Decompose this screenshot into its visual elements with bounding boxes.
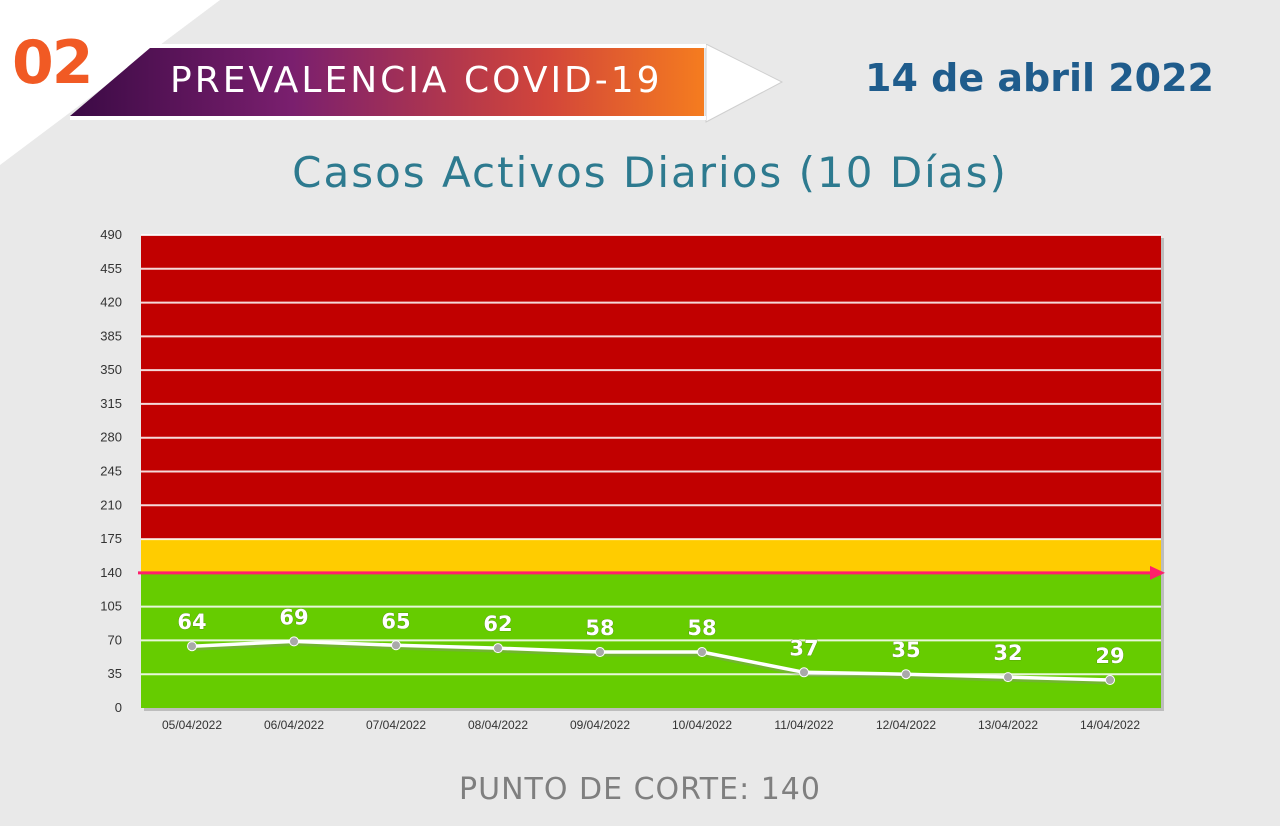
data-label: 32 xyxy=(993,641,1022,665)
y-tick-label: 420 xyxy=(100,295,122,310)
x-tick-label: 10/04/2022 xyxy=(672,718,732,732)
data-label: 35 xyxy=(891,638,920,662)
x-tick-label: 06/04/2022 xyxy=(264,718,324,732)
y-tick-label: 315 xyxy=(100,396,122,411)
section-number: 02 xyxy=(12,28,93,98)
data-point xyxy=(595,647,605,658)
band-rojo xyxy=(141,235,1161,540)
data-point xyxy=(391,640,401,651)
x-tick-label: 09/04/2022 xyxy=(570,718,630,732)
y-tick-label: 350 xyxy=(100,362,122,377)
data-label: 58 xyxy=(585,616,614,640)
x-tick-label: 05/04/2022 xyxy=(162,718,222,732)
data-point xyxy=(799,667,809,678)
data-label: 69 xyxy=(279,605,308,629)
x-tick-label: 08/04/2022 xyxy=(468,718,528,732)
data-point xyxy=(187,641,197,652)
banner-arrow-shape xyxy=(70,44,784,123)
data-label: 29 xyxy=(1095,644,1124,668)
band-amarillo xyxy=(141,539,1161,573)
y-tick-label: 70 xyxy=(108,632,122,647)
x-tick-label: 12/04/2022 xyxy=(876,718,936,732)
x-tick-label: 14/04/2022 xyxy=(1080,718,1140,732)
data-label: 65 xyxy=(381,609,410,633)
y-tick-label: 455 xyxy=(100,261,122,276)
banner-title: PREVALENCIA COVID-19 xyxy=(170,60,663,101)
cutoff-arrowhead xyxy=(1150,565,1165,580)
title-banner: PREVALENCIA COVID-19 xyxy=(70,44,790,123)
x-tick-label: 07/04/2022 xyxy=(366,718,426,732)
series-line xyxy=(191,639,1111,682)
data-point xyxy=(1105,675,1115,686)
data-point xyxy=(901,669,911,680)
data-point xyxy=(289,636,299,647)
y-tick-label: 0 xyxy=(115,700,122,715)
y-tick-label: 280 xyxy=(100,430,122,445)
y-tick-label: 210 xyxy=(100,497,122,512)
y-tick-label: 245 xyxy=(100,464,122,479)
y-tick-label: 35 xyxy=(108,666,122,681)
data-label: 58 xyxy=(687,616,716,640)
data-label: 62 xyxy=(483,612,512,636)
y-tick-label: 175 xyxy=(100,531,122,546)
cutoff-footer: PUNTO DE CORTE: 140 xyxy=(459,772,821,807)
chart-title: Casos Activos Diarios (10 Días) xyxy=(292,148,1008,197)
series-line-shadow xyxy=(192,640,1112,685)
report-date: 14 de abril 2022 xyxy=(865,56,1214,100)
data-point xyxy=(1003,672,1013,683)
y-tick-label: 490 xyxy=(100,227,122,242)
y-tick-label: 105 xyxy=(100,599,122,614)
y-tick-label: 385 xyxy=(100,328,122,343)
x-tick-label: 13/04/2022 xyxy=(978,718,1038,732)
data-label: 37 xyxy=(789,636,818,660)
data-label: 64 xyxy=(177,610,206,634)
data-point xyxy=(493,643,503,654)
x-tick-label: 11/04/2022 xyxy=(774,718,833,732)
y-tick-label: 140 xyxy=(100,565,122,580)
data-point xyxy=(697,647,707,658)
